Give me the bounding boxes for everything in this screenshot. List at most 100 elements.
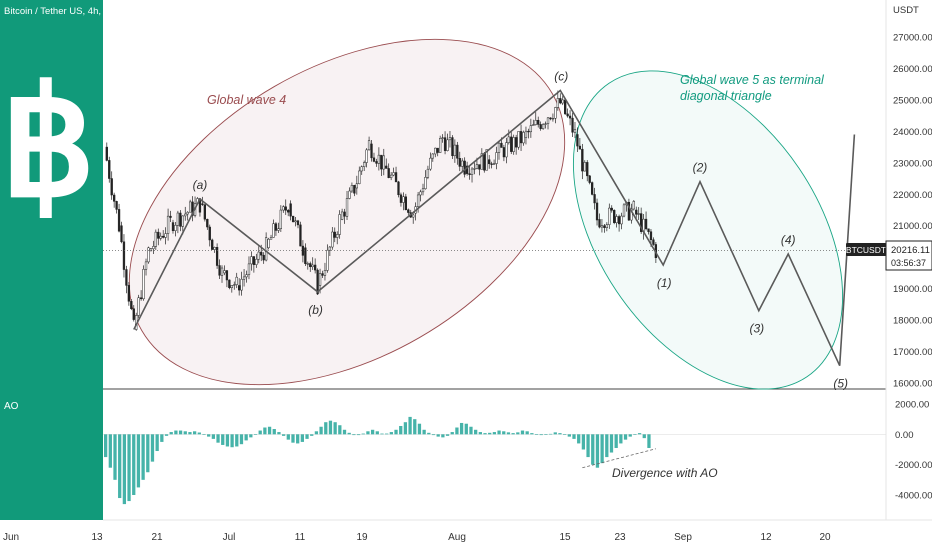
ao-bar	[211, 434, 216, 439]
ao-bar	[633, 434, 637, 435]
candle-body	[595, 202, 599, 221]
price-badge-countdown: 03:56:37	[891, 258, 926, 268]
price-badge[interactable]: BTCUSDT 20216.11 03:56:37	[846, 240, 932, 271]
ao-tick-label: 2000.00	[895, 400, 929, 411]
price-candles[interactable]	[105, 90, 658, 331]
candle-body	[456, 144, 459, 159]
ao-bar	[366, 431, 370, 435]
price-tick-label: 25000.00	[893, 95, 932, 106]
ao-bar	[563, 434, 567, 435]
ao-bar	[183, 431, 187, 435]
ao-bar	[427, 432, 431, 435]
candle-body	[566, 113, 569, 117]
candle-body	[282, 206, 285, 211]
ao-bar	[492, 432, 497, 435]
ao-bar	[155, 434, 159, 452]
candle-body	[127, 285, 131, 302]
candle-body	[152, 246, 155, 250]
candle-body	[306, 263, 309, 265]
candle-body	[497, 142, 501, 153]
candle-body	[652, 239, 655, 245]
wave4-ellipse	[128, 38, 566, 386]
candle-body	[159, 235, 162, 239]
candle-body	[365, 149, 368, 163]
ao-bar	[141, 434, 145, 480]
ao-bar	[221, 434, 225, 445]
ao-bar	[497, 430, 501, 435]
price-tick-label: 19000.00	[893, 284, 932, 295]
ao-bar	[511, 433, 515, 435]
candle-body	[488, 159, 491, 165]
candle-body	[235, 276, 238, 285]
candle-body	[446, 139, 449, 151]
candle-body	[397, 181, 400, 196]
ao-bar	[296, 434, 300, 444]
candle-body	[110, 178, 113, 196]
price-axis[interactable]: 27000.00 26000.00 25000.00 24000.00 23000.00…	[893, 33, 932, 390]
candle-body	[490, 163, 493, 165]
candle-body	[610, 207, 613, 211]
candle-body	[649, 231, 653, 241]
date-tick-label: 23	[614, 532, 626, 543]
candle-body	[247, 263, 251, 275]
ao-bar	[469, 426, 473, 435]
candle-body	[404, 196, 407, 210]
candle-body	[448, 137, 452, 141]
ao-bar	[605, 434, 609, 458]
candle-body	[333, 231, 336, 238]
candle-body	[475, 164, 479, 169]
candle-body	[647, 228, 650, 232]
ao-histogram[interactable]	[103, 416, 886, 505]
date-tick-label: 20	[819, 532, 831, 543]
ao-bar	[441, 434, 445, 438]
candle-body	[483, 153, 486, 171]
candle-body	[340, 211, 344, 220]
candle-body	[242, 276, 246, 280]
candle-body	[252, 256, 256, 265]
wave-line	[133, 89, 856, 367]
candle-body	[539, 124, 542, 129]
candle-body	[510, 136, 513, 152]
candle-body	[559, 98, 562, 104]
ao-bar	[619, 434, 623, 444]
candle-body	[576, 134, 579, 147]
ao-bar	[431, 434, 436, 436]
candle-body	[240, 278, 243, 291]
ao-bar	[567, 434, 571, 437]
candle-body	[269, 237, 273, 240]
candle-body	[534, 119, 537, 125]
candle-body	[367, 140, 371, 151]
candle-body	[468, 173, 471, 175]
candle-body	[215, 247, 219, 266]
candle-body	[147, 247, 150, 263]
wave-label: (c)	[554, 69, 568, 83]
candle-body	[431, 153, 434, 159]
ao-bar	[595, 434, 600, 468]
candle-body	[561, 99, 564, 104]
candle-body	[392, 172, 395, 176]
candle-body	[115, 201, 118, 210]
ao-bar	[623, 434, 628, 440]
candle-body	[515, 137, 518, 148]
candle-body	[640, 213, 643, 232]
wave-labels: (a) (b) (c) (1) (2) (3) (4) (5)	[193, 69, 848, 390]
brand-panel	[0, 0, 103, 520]
date-tick-label: 12	[760, 532, 772, 543]
candle-body	[478, 164, 481, 170]
candle-body	[519, 131, 523, 144]
ao-bar	[544, 434, 548, 435]
candle-body	[495, 152, 498, 164]
svg-text:฿: ฿	[0, 59, 95, 227]
candle-body	[348, 190, 351, 199]
candle-body	[590, 182, 594, 195]
candle-body	[441, 137, 444, 139]
ao-bar	[399, 425, 403, 435]
candle-body	[617, 216, 621, 225]
candle-body	[370, 143, 373, 159]
candle-body	[314, 264, 317, 271]
candle-body	[556, 98, 559, 108]
ao-bar	[225, 434, 230, 447]
ao-bar	[408, 416, 412, 435]
time-axis[interactable]: Jun 13 21 Jul 11 19 Aug 15 23 Sep 12 20	[3, 532, 831, 543]
